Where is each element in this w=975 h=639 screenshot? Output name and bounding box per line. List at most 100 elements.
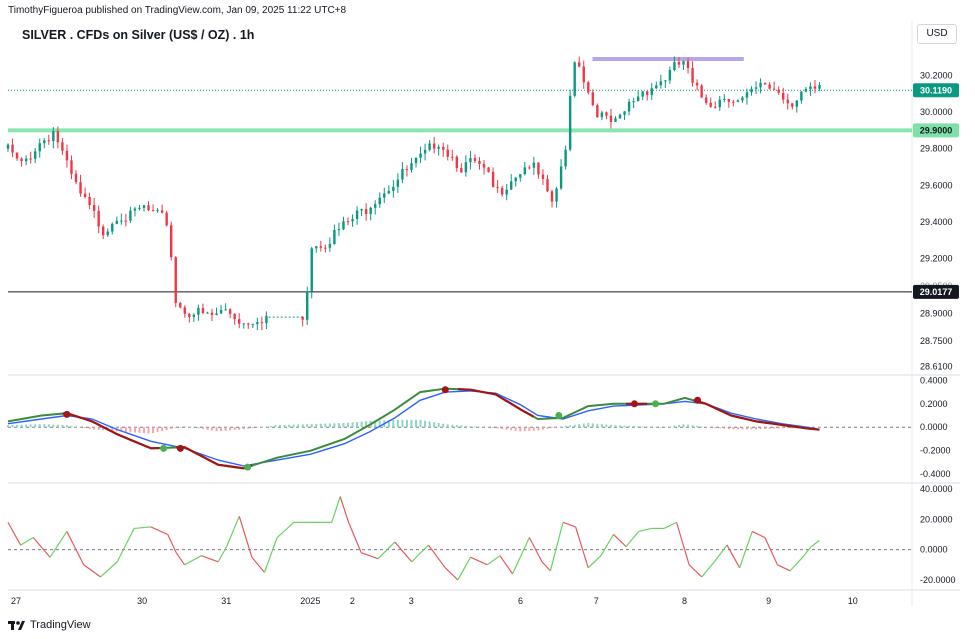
macd-histogram-bar	[691, 425, 694, 428]
candle-body	[500, 187, 504, 195]
candle-body	[691, 68, 694, 83]
candle-body	[102, 226, 105, 236]
candle-body	[804, 88, 808, 92]
osc-line-segment	[217, 546, 228, 563]
candle-body	[437, 146, 440, 149]
candle-body	[568, 95, 572, 150]
x-tick-label: 7	[594, 596, 599, 606]
price-axis-tick: 30.2000	[920, 70, 953, 80]
macd-histogram-bar	[269, 425, 272, 428]
macd-histogram-bar	[211, 427, 214, 431]
macd-histogram-bar	[292, 424, 295, 428]
osc-line-segment	[276, 521, 295, 538]
macd-histogram-bar	[573, 424, 576, 428]
candle-body	[383, 193, 386, 198]
candle-body	[414, 157, 418, 164]
macd-histogram-bar	[156, 427, 159, 433]
candle-body	[600, 112, 604, 118]
macd-histogram-bar	[764, 427, 767, 429]
osc-line-segment	[134, 526, 152, 530]
candle-body	[378, 197, 381, 205]
candle-body	[650, 88, 653, 95]
candle-body	[88, 196, 91, 206]
macd-histogram-bar	[174, 427, 177, 429]
macd-histogram-bar	[415, 419, 418, 428]
macd-cross-dot	[176, 444, 184, 452]
x-tick-label: 3	[409, 596, 414, 606]
x-tick-label: 2025	[300, 596, 320, 606]
candle-body	[559, 166, 563, 189]
macd-histogram-bar	[283, 424, 286, 428]
candle-body	[156, 210, 159, 212]
currency-button[interactable]: USD	[917, 24, 957, 44]
macd-cross-dot	[441, 386, 449, 394]
chart-title[interactable]: SILVER . CFDs on Silver (US$ / OZ) . 1h	[22, 28, 255, 42]
macd-histogram-bar	[188, 426, 191, 428]
candle-body	[111, 223, 114, 232]
candle-body	[419, 153, 422, 158]
macd-histogram-bar	[496, 427, 499, 429]
osc-line-segment	[713, 544, 728, 563]
osc-line-segment	[100, 561, 118, 578]
macd-histogram-bar	[705, 427, 708, 428]
support-tag-box	[913, 123, 959, 138]
macd-histogram-bar	[138, 427, 141, 433]
candle-body	[61, 142, 64, 151]
candle-body	[138, 207, 141, 209]
macd-histogram-bar	[315, 423, 318, 428]
footer[interactable]: TradingView	[8, 619, 91, 631]
osc-line-segment	[587, 555, 602, 569]
candle-body	[392, 186, 395, 191]
candle-body	[627, 101, 631, 112]
macd-histogram-bar	[356, 421, 359, 428]
candle-body	[605, 112, 608, 116]
macd-histogram-bar	[424, 420, 427, 428]
candle-body	[324, 247, 327, 249]
osc-line-segment	[348, 522, 362, 553]
macd-histogram-bar	[20, 424, 23, 428]
candle-body	[160, 210, 164, 213]
candle-body	[197, 307, 200, 315]
macd-histogram-bar	[25, 424, 28, 428]
macd-histogram-bar	[786, 427, 789, 429]
osc-line-segment	[613, 534, 627, 548]
candle-body	[20, 158, 23, 162]
macd-histogram-bar	[347, 422, 350, 428]
candle-body	[260, 322, 264, 324]
candle-body	[133, 208, 137, 211]
candle-body	[74, 173, 78, 183]
candle-body	[714, 106, 717, 108]
candle-body	[97, 210, 100, 227]
candle-body	[582, 66, 585, 83]
macd-histogram-bar	[11, 424, 14, 428]
candle-body	[723, 99, 726, 101]
macd-histogram-bar	[396, 419, 399, 428]
osc-line-segment	[802, 546, 812, 558]
candle-body	[219, 309, 223, 314]
candle-body	[120, 220, 123, 222]
support-tag-label: 29.9000	[920, 125, 953, 135]
candle-body	[655, 85, 658, 89]
candle-body	[428, 143, 431, 150]
osc-line-segment	[751, 530, 766, 539]
candle-body	[473, 158, 477, 162]
price-axis-tick: 28.9000	[920, 308, 953, 318]
candle-body	[469, 158, 472, 163]
osc-line-segment	[7, 522, 22, 546]
macd-histogram-bar	[582, 423, 585, 428]
macd-histogram-bar	[478, 426, 481, 428]
candle-body	[704, 97, 708, 103]
price-axis-tick: 29.4000	[920, 217, 953, 227]
macd-histogram-bar	[143, 427, 146, 434]
candle-body	[233, 313, 236, 320]
macd-histogram-bar	[727, 427, 730, 430]
osc-line-segment	[331, 496, 341, 523]
resistance-zone	[592, 56, 744, 61]
candle-body	[328, 244, 332, 248]
candle-body	[478, 161, 481, 164]
macd-histogram-bar	[29, 424, 32, 428]
macd-axis-tick: -0.4000	[920, 469, 951, 479]
candle-body	[677, 61, 681, 65]
macd-histogram-bar	[637, 426, 640, 428]
